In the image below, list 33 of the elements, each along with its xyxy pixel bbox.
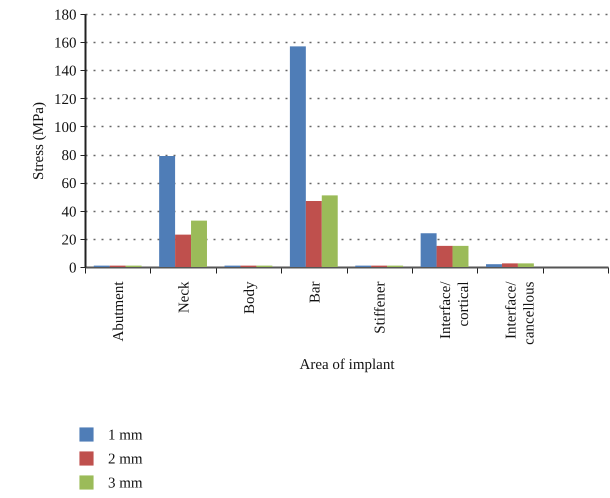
bar <box>175 234 192 267</box>
bar <box>452 246 468 267</box>
legend-label: 2 mm <box>108 452 143 468</box>
bar <box>486 264 502 267</box>
y-tick-label: 140 <box>54 64 76 80</box>
x-axis-title: Area of implant <box>300 356 396 373</box>
y-tick-label: 80 <box>62 148 76 164</box>
x-tick-label: Abutment <box>111 280 128 342</box>
y-tick-label: 100 <box>54 120 76 136</box>
legend-label: 3 mm <box>108 476 143 492</box>
bar <box>502 263 518 267</box>
bar <box>420 233 437 267</box>
bar <box>159 156 176 267</box>
y-tick-label: 60 <box>62 176 76 192</box>
y-tick-label: 0 <box>69 260 76 276</box>
y-axis-title: Stress (MPa) <box>31 102 47 180</box>
y-tick-label: 40 <box>62 204 76 220</box>
legend-label: 1 mm <box>108 428 143 444</box>
y-tick-label: 20 <box>62 232 76 248</box>
x-tick-label: Interface/cortical <box>438 280 472 339</box>
y-tick-label: 160 <box>54 36 76 52</box>
y-tick-label: 120 <box>54 92 76 108</box>
x-tick-label: Body <box>242 281 258 314</box>
x-tick-label: Bar <box>307 282 324 304</box>
bar <box>518 263 534 267</box>
bar <box>290 46 306 267</box>
bar <box>191 220 207 267</box>
bar <box>322 195 338 267</box>
x-tick-label: Stiffener <box>372 282 389 334</box>
bar <box>306 200 322 267</box>
x-tick-label: Neck <box>176 281 193 314</box>
y-tick-label: 180 <box>54 8 76 24</box>
bar <box>436 246 453 267</box>
